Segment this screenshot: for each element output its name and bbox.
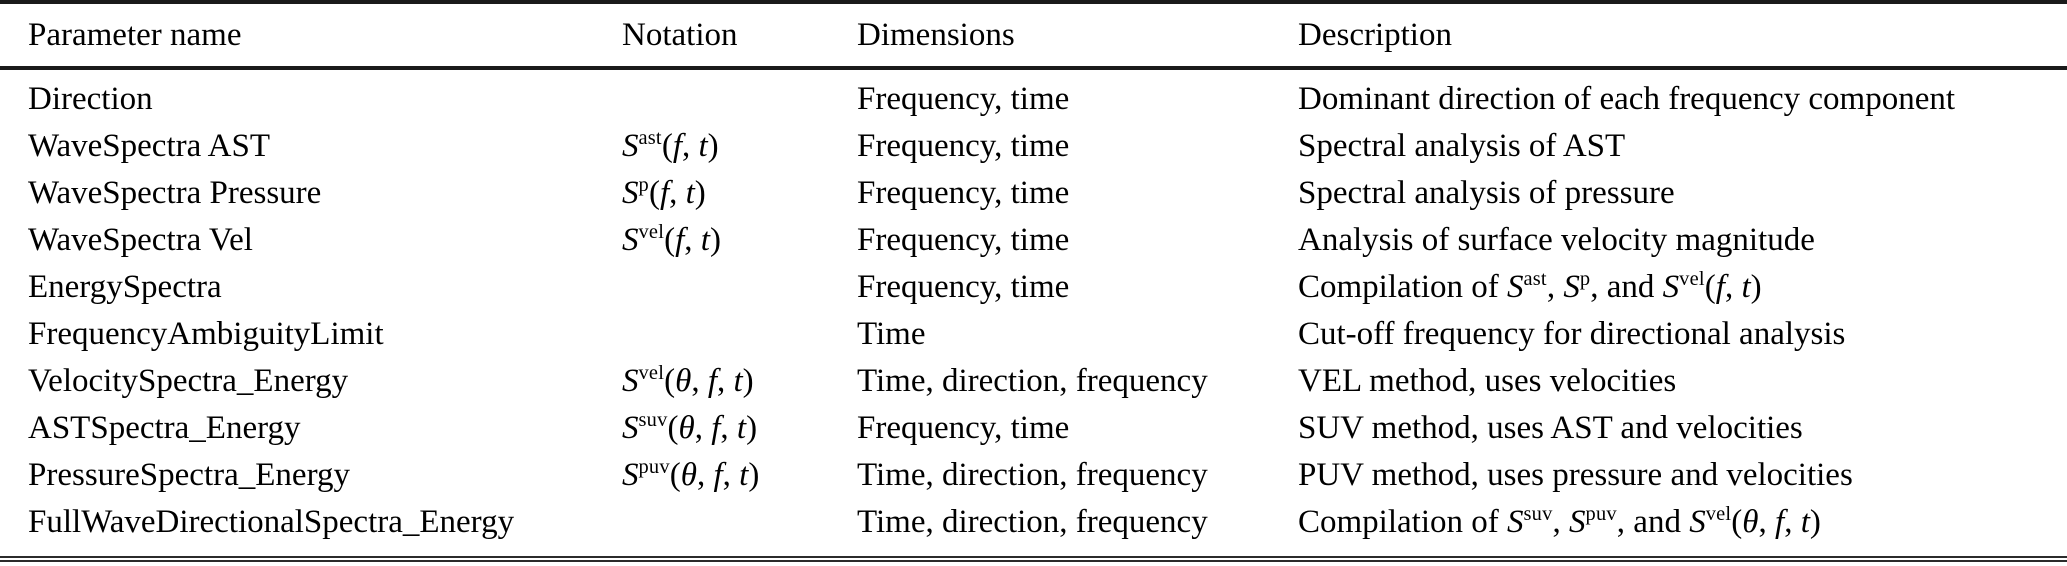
bottom-rule-gap (0, 558, 2067, 560)
cell-dimensions: Frequency, time (857, 81, 1070, 117)
math-symbol-p: Sp(f, t) (622, 174, 706, 211)
cell-dimensions: Time, direction, frequency (857, 363, 1208, 399)
column-header-param: Parameter name (28, 16, 242, 53)
cell-parameter-name: EnergySpectra (28, 269, 222, 305)
table-row: FrequencyAmbiguityLimit Time Cut-off frequ… (0, 311, 2067, 358)
cell-parameter-name: VelocitySpectra_Energy (28, 363, 349, 399)
cell-parameter-name: FrequencyAmbiguityLimit (28, 316, 384, 352)
cell-dimensions: Frequency, time (857, 269, 1070, 305)
cell-dimensions: Time (857, 316, 926, 352)
math-symbol-puv: Spuv (1569, 503, 1617, 540)
cell-dimensions: Time, direction, frequency (857, 457, 1208, 493)
bottom-rule-line-1 (0, 556, 2067, 558)
cell-parameter-name: ASTSpectra_Energy (28, 410, 301, 446)
cell-parameter-name: FullWaveDirectionalSpectra_Energy (28, 504, 515, 540)
table-body: Direction Frequency, time Dominant directi… (0, 70, 2067, 546)
math-symbol-p: Sp (1563, 268, 1591, 305)
cell-description: SUV method, uses AST and velocities (1298, 410, 1803, 446)
cell-dimensions: Frequency, time (857, 410, 1070, 446)
cell-notation: Svel(f, t) (622, 221, 857, 258)
cell-description: Spectral analysis of AST (1298, 128, 1626, 164)
cell-description: VEL method, uses velocities (1298, 363, 1677, 399)
table-top-rule (0, 0, 2067, 4)
math-symbol-ast: Sast (1507, 268, 1547, 305)
bottom-rule-line-2 (0, 560, 2067, 562)
cell-parameter-name: WaveSpectra Vel (28, 222, 253, 258)
cell-dimensions: Frequency, time (857, 128, 1070, 164)
cell-description: Compilation of Sast, Sp, and Svel(f, t) (1298, 268, 1762, 305)
column-header-description: Description (1298, 16, 1452, 53)
math-symbol-ast: Sast(f, t) (622, 127, 719, 164)
cell-dimensions: Frequency, time (857, 175, 1070, 211)
cell-notation: Spuv(θ, f, t) (622, 456, 857, 493)
math-symbol-vel: Svel(f, t) (1662, 268, 1762, 305)
table-row: FullWaveDirectionalSpectra_Energy Time, d… (0, 499, 2067, 546)
column-header-notation: Notation (622, 16, 738, 53)
cell-parameter-name: PressureSpectra_Energy (28, 457, 350, 493)
cell-description: Analysis of surface velocity magnitude (1298, 222, 1815, 258)
cell-notation: Sp(f, t) (622, 174, 857, 211)
math-symbol-suv: Ssuv(θ, f, t) (622, 409, 758, 446)
cell-dimensions: Time, direction, frequency (857, 504, 1208, 540)
table-row: VelocitySpectra_Energy Svel(θ, f, t) Time,… (0, 358, 2067, 405)
math-symbol-puv: Spuv(θ, f, t) (622, 456, 760, 493)
table-header-row: Parameter name Notation Dimensions Descript… (0, 4, 2067, 66)
table-row: WaveSpectra AST Sast(f, t) Frequency, time… (0, 123, 2067, 170)
cell-parameter-name: Direction (28, 81, 153, 117)
math-symbol-vel: Svel(f, t) (622, 221, 721, 258)
cell-parameter-name: WaveSpectra AST (28, 128, 271, 164)
table-bottom-double-rule (0, 556, 2067, 562)
cell-dimensions: Frequency, time (857, 222, 1070, 258)
table-row: Direction Frequency, time Dominant directi… (0, 76, 2067, 123)
cell-notation: Svel(θ, f, t) (622, 362, 857, 399)
cell-notation: Ssuv(θ, f, t) (622, 409, 857, 446)
cell-description: Dominant direction of each frequency com… (1298, 81, 1956, 117)
cell-parameter-name: WaveSpectra Pressure (28, 175, 322, 211)
table-row: EnergySpectra Frequency, time Compilation … (0, 264, 2067, 311)
table-row: ASTSpectra_Energy Ssuv(θ, f, t) Frequency,… (0, 405, 2067, 452)
math-symbol-vel: Svel(θ, f, t) (1689, 503, 1821, 540)
cell-description: Cut-off frequency for directional analys… (1298, 316, 1846, 352)
cell-notation: Sast(f, t) (622, 127, 857, 164)
cell-description: Compilation of Ssuv, Spuv, and Svel(θ, f… (1298, 503, 1821, 540)
cell-description: PUV method, uses pressure and velocities (1298, 457, 1853, 493)
math-symbol-suv: Ssuv (1507, 503, 1553, 540)
table-header-rule (0, 66, 2067, 70)
math-symbol-vel: Svel(θ, f, t) (622, 362, 754, 399)
cell-description: Spectral analysis of pressure (1298, 175, 1675, 211)
table-row: WaveSpectra Pressure Sp(f, t) Frequency, t… (0, 170, 2067, 217)
table-row: WaveSpectra Vel Svel(f, t) Frequency, time… (0, 217, 2067, 264)
table-row: PressureSpectra_Energy Spuv(θ, f, t) Time,… (0, 452, 2067, 499)
column-header-dimensions: Dimensions (857, 16, 1015, 53)
